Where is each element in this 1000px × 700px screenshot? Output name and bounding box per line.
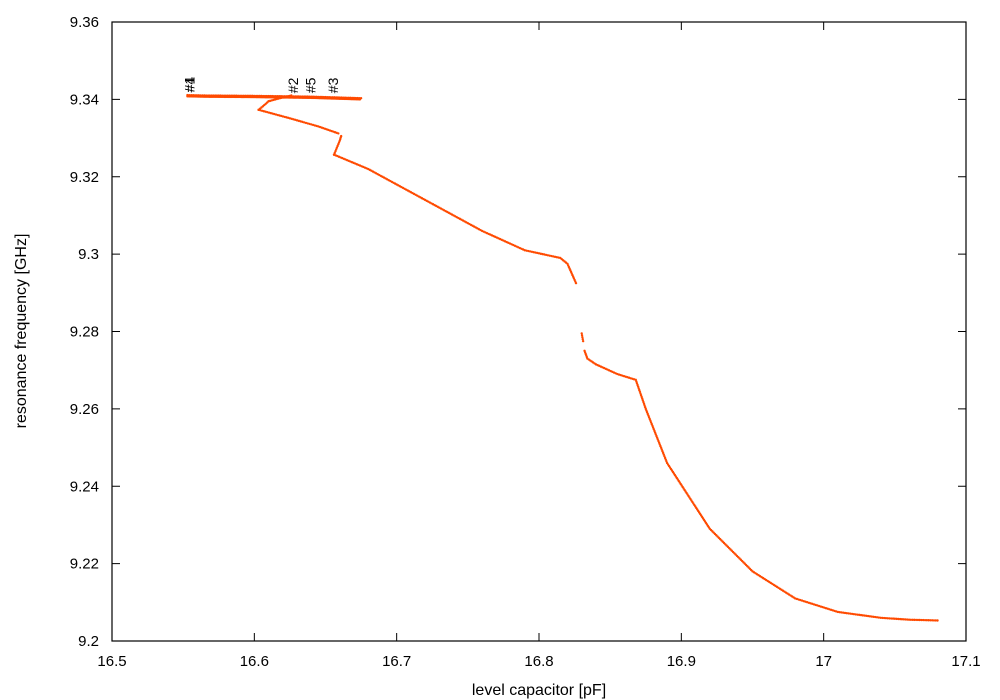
data-point [916,618,920,622]
x-tick-label: 17 [815,653,832,670]
data-point [895,617,898,621]
data-point [580,332,583,335]
data-point [907,618,911,621]
data-point [893,617,897,620]
data-point [861,614,865,617]
data-point [868,615,872,618]
data-point [927,619,930,622]
y-tick-label: 9.34 [70,91,99,108]
data-point [902,618,905,621]
data-point [875,616,879,619]
data-point [267,100,270,103]
data-point [872,615,875,619]
data-point [911,618,914,622]
data-point [863,614,866,617]
data-point [891,617,895,620]
data-point [906,618,909,621]
annotation-label: #3 [325,77,341,93]
data-point [936,619,939,622]
data-point [909,618,913,621]
x-tick-label: 16.8 [524,653,553,670]
x-tick-label: 16.7 [382,653,411,670]
data-point [574,281,578,285]
data-point [897,617,900,621]
data-point [581,339,585,343]
data-point [930,619,934,622]
y-tick-label: 9.24 [70,478,99,495]
data-point [854,613,857,616]
data-point [859,613,863,617]
y-tick-label: 9.28 [70,324,99,341]
data-point [842,611,845,614]
data-point [882,616,886,620]
data-point [290,94,293,97]
x-tick-label: 16.5 [97,653,126,670]
data-point [847,612,850,615]
data-point [920,618,923,622]
data-point [923,618,927,622]
data-point [580,334,584,337]
data-point [856,613,859,616]
data-point [865,614,868,618]
data-point [900,618,904,621]
y-tick-label: 9.32 [70,169,99,186]
data-point [337,132,340,135]
data-point [858,613,861,617]
data-point [886,617,889,620]
x-axis: 16.5 16.6 16.7 16.8 16.9 17 17.1 [97,22,981,670]
x-tick-label: 16.6 [240,653,269,670]
y-tick-label: 9.22 [70,556,99,573]
data-point [874,615,877,619]
data-point [904,618,907,621]
data-point [836,610,840,614]
data-point [913,618,916,622]
y-axis: 9.2 9.22 9.24 9.26 9.28 9.3 9.32 9.34 9.36 [70,14,966,650]
data-point [849,612,852,615]
data-point [890,617,893,620]
data-point [881,616,884,620]
data-point [934,619,937,622]
annotations: #4#1 #2 #5 #3 [181,77,341,94]
x-tick-label: 16.9 [667,653,696,670]
annotation-label: #1 [181,77,197,93]
data-point [922,618,925,622]
data-point [879,616,882,619]
data-point [581,338,584,341]
data-point [866,614,870,618]
data-point [581,336,584,339]
data-point [840,611,843,614]
annotation-label: #4 [181,77,197,93]
data-point [877,616,881,619]
data-point [850,612,854,616]
data-point [925,619,929,622]
data-point [852,612,856,616]
y-tick-label: 9.36 [70,14,99,31]
annotation-label: #5 [302,77,318,93]
plot-frame [111,21,967,642]
y-axis-label: resonance frequency [GHz] [13,234,30,429]
y-tick-label: 9.2 [78,633,99,650]
annotation-label: #2 [285,77,301,93]
data-point [838,611,841,614]
data-point [914,618,918,622]
x-axis-label: level capacitor [pF] [472,682,606,699]
data-point [843,611,847,615]
y-tick-label: 9.26 [70,401,99,418]
data-point [845,611,848,615]
data-point [932,619,936,622]
data-point [898,617,902,621]
data-point [339,134,343,138]
data-point [358,98,362,101]
x-tick-label: 17.1 [951,653,980,670]
data-point [888,617,891,620]
data-point [870,615,873,618]
data-point [884,616,888,620]
y-tick-label: 9.3 [78,246,99,263]
data-point [929,619,932,622]
data-point [918,618,921,622]
data-points [186,93,939,622]
